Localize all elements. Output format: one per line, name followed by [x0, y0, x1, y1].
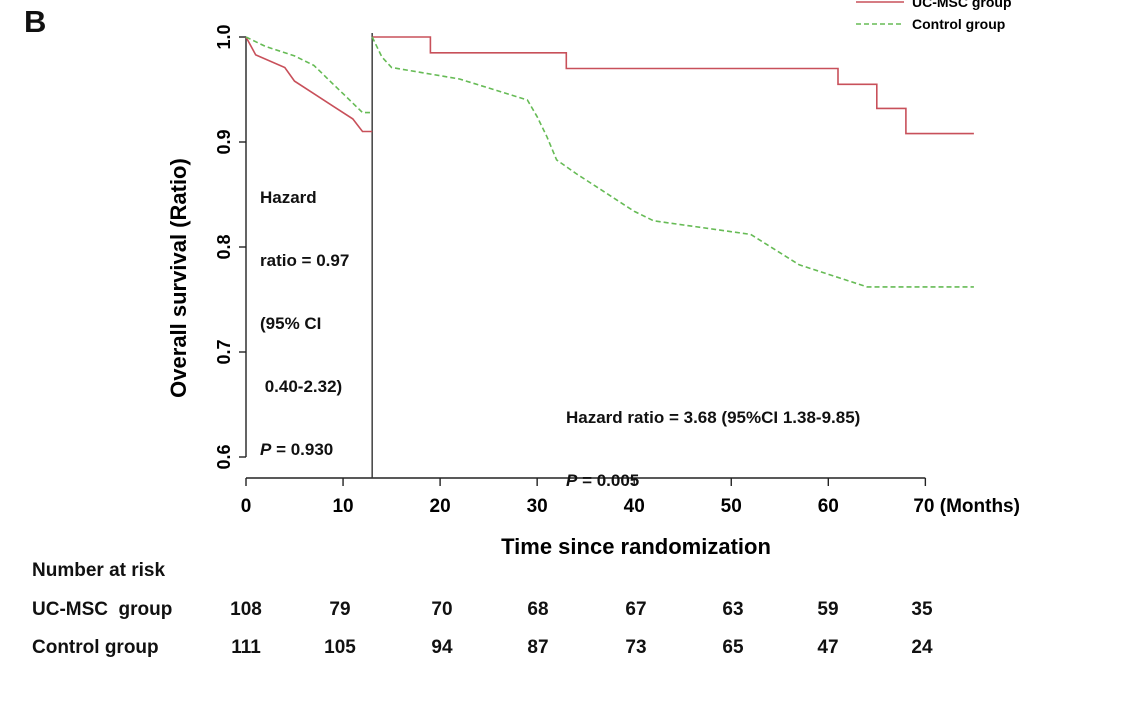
control-curve-before-landmark [245, 36, 373, 114]
p-value-early: P = 0.930 [260, 439, 349, 460]
p-symbol: P [260, 440, 272, 459]
x-tick-label: 30 [527, 496, 548, 517]
risk-row-label: UC-MSC group [32, 599, 173, 620]
uc-msc-curve-before-landmark [245, 36, 373, 133]
p-value-text: = 0.005 [577, 471, 640, 490]
y-tick-label: 0.9 [214, 129, 234, 154]
risk-cell: 70 [431, 599, 453, 620]
x-tick-label: 20 [430, 496, 451, 517]
risk-cell: 24 [911, 637, 933, 658]
x-tick-label: 10 [332, 496, 353, 517]
uc-msc-curve-after-landmark [372, 36, 974, 135]
risk-cell: 87 [527, 637, 549, 658]
risk-cell: 65 [722, 637, 744, 658]
axes: 0.6 0.7 0.8 0.9 1.0 0 10 20 30 40 50 60 70 (Months) [214, 24, 1020, 517]
x-tick-label: 0 [241, 496, 252, 517]
hazard-note-early-line: ratio = 0.97 [260, 251, 350, 270]
hazard-note-early-line: Hazard [260, 188, 317, 207]
risk-cell: 79 [329, 599, 351, 620]
hazard-ratio-note-early: Hazard ratio = 0.97 (95% CI 0.40-2.32) P… [260, 145, 349, 481]
risk-cell: 67 [625, 599, 647, 620]
y-tick-label: 0.6 [214, 444, 234, 469]
y-tick-label: 0.8 [214, 234, 234, 259]
legend-label: UC-MSC group [912, 0, 1012, 10]
x-tick-label: 70 (Months) [913, 496, 1020, 517]
risk-cell: 35 [911, 599, 933, 620]
risk-cell: 68 [527, 599, 549, 620]
x-tick-label: 50 [721, 496, 742, 517]
hazard-note-late-line: Hazard ratio = 3.68 (95%CI 1.38-9.85) [566, 408, 861, 427]
hazard-note-early-line: (95% CI [260, 314, 322, 333]
risk-cell: 59 [817, 599, 839, 620]
hazard-note-early-line: 0.40-2.32) [260, 377, 343, 396]
risk-cell: 47 [817, 637, 839, 658]
p-value-text: = 0.930 [271, 440, 334, 459]
risk-cell: 105 [324, 637, 356, 658]
y-tick-label: 0.7 [214, 339, 234, 364]
risk-table-heading: Number at risk [32, 560, 166, 581]
legend: UC-MSC group Control group [856, 0, 1012, 32]
p-value-late: P = 0.005 [566, 470, 860, 491]
panel-letter: B [24, 4, 47, 39]
legend-label: Control group [912, 16, 1005, 32]
x-axis-label: Time since randomization [501, 534, 771, 559]
risk-row-label: Control group [32, 637, 159, 658]
x-tick-label: 60 [818, 496, 839, 517]
control-curve-after-landmark [371, 36, 974, 288]
hazard-ratio-note-late: Hazard ratio = 3.68 (95%CI 1.38-9.85) P … [566, 365, 860, 512]
p-symbol: P [566, 471, 578, 490]
x-tick-label: 40 [624, 496, 645, 517]
risk-cell: 108 [230, 599, 262, 620]
risk-cell: 63 [722, 599, 744, 620]
risk-cell: 111 [231, 637, 261, 658]
survival-curves [245, 36, 974, 288]
risk-cell: 94 [431, 637, 453, 658]
risk-cell: 73 [625, 637, 647, 658]
y-axis-label: Overall survival (Ratio) [166, 158, 191, 398]
y-tick-label: 1.0 [214, 24, 234, 49]
